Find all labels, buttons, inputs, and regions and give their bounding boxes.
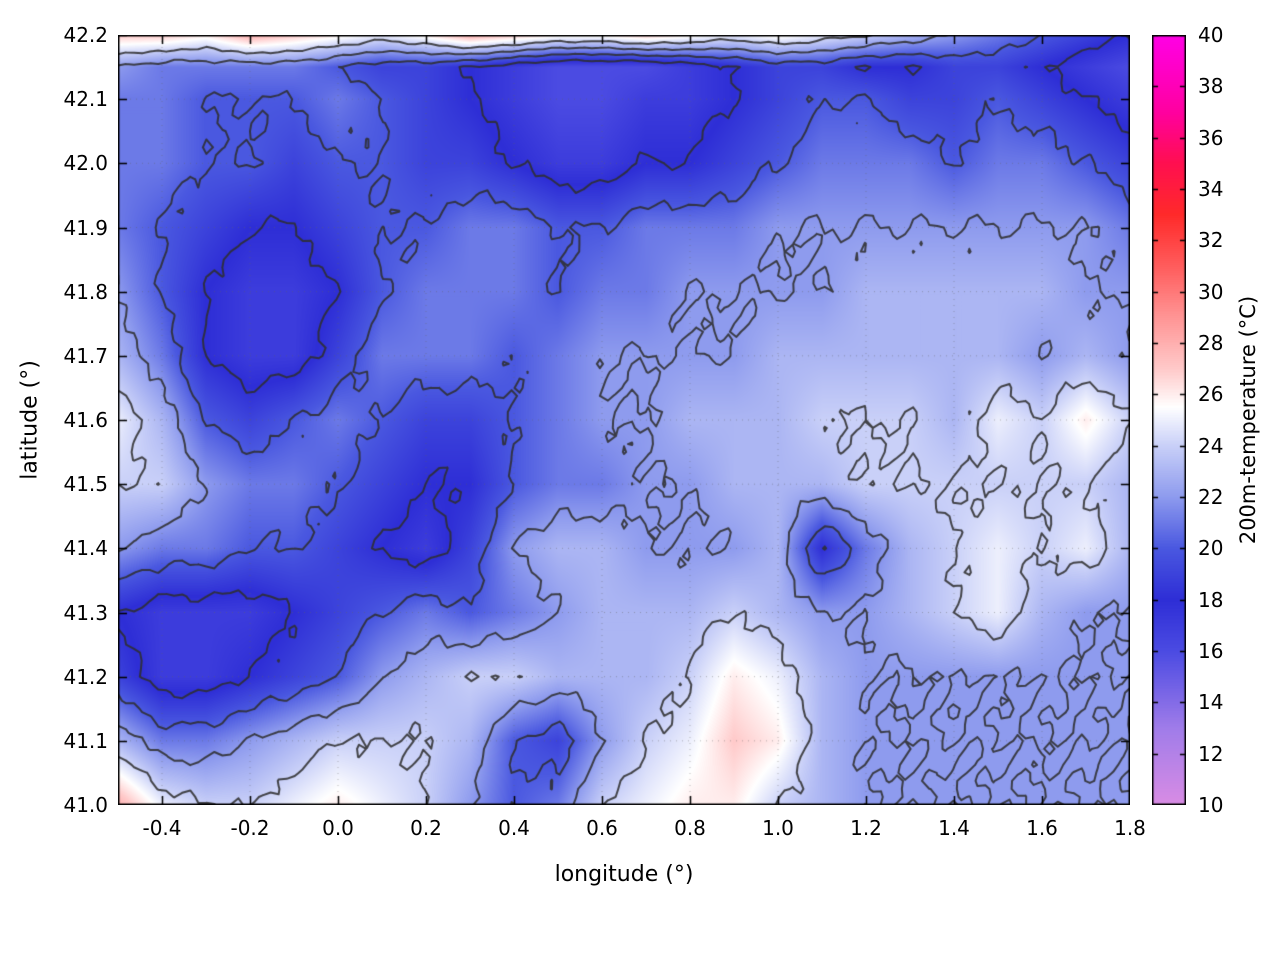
colorbar-tick-label: 16	[1198, 639, 1224, 663]
colorbar-tick-label: 10	[1198, 793, 1224, 817]
y-tick-label: 41.9	[63, 215, 108, 240]
temperature-heatmap-canvas	[118, 35, 1130, 805]
colorbar-tick-label: 38	[1198, 74, 1224, 99]
colorbar-label: 200m-temperature (°C)	[1236, 295, 1260, 545]
y-tick-label: 41.4	[63, 536, 108, 561]
x-tick-label: 1.2	[850, 816, 882, 840]
colorbar-tick-label: 40	[1198, 23, 1224, 47]
y-tick-label: 41.6	[63, 408, 108, 432]
x-tick-label: 0.4	[498, 816, 530, 840]
y-tick-label: 41.3	[63, 600, 108, 625]
x-tick-label: 0.2	[410, 816, 442, 840]
colorbar-tick-label: 32	[1198, 228, 1224, 253]
y-tick-label: 41.1	[63, 728, 108, 753]
colorbar-tick-label: 24	[1198, 433, 1224, 458]
colorbar-tick-label: 30	[1198, 279, 1224, 304]
x-tick-label: 1.6	[1026, 816, 1058, 840]
colorbar-tick-label: 14	[1198, 690, 1224, 715]
y-tick-label: 42.2	[63, 23, 108, 47]
y-tick-label: 41.5	[63, 472, 108, 497]
x-tick-label: -0.2	[230, 816, 270, 840]
x-tick-label: 0.6	[586, 816, 618, 840]
colorbar-tick-label: 20	[1198, 536, 1224, 561]
y-tick-label: 41.7	[63, 343, 108, 368]
x-tick-label: 1.0	[762, 816, 794, 840]
colorbar-tick-label: 28	[1198, 331, 1224, 355]
y-tick-label: 42.1	[63, 87, 108, 112]
x-tick-label: 1.8	[1114, 816, 1146, 840]
colorbar-tick-label: 26	[1198, 382, 1224, 407]
x-tick-label: 0.0	[322, 816, 354, 840]
x-tick-label: -0.4	[142, 816, 182, 840]
y-tick-label: 41.0	[63, 793, 108, 817]
y-tick-label: 41.2	[63, 664, 108, 689]
colorbar-gradient-canvas	[1152, 35, 1186, 805]
colorbar-tick-label: 18	[1198, 587, 1224, 612]
colorbar-tick-label: 12	[1198, 741, 1224, 766]
colorbar-tick-label: 36	[1198, 125, 1224, 150]
y-tick-label: 42.0	[63, 151, 108, 176]
colorbar-tick-label: 34	[1198, 177, 1224, 201]
colorbar-tick-label: 22	[1198, 485, 1224, 509]
y-tick-label: 41.8	[63, 279, 108, 304]
x-tick-label: 1.4	[938, 816, 970, 840]
x-tick-label: 0.8	[674, 816, 706, 840]
y-axis-label: latitude (°)	[17, 360, 43, 480]
x-axis-label: longitude (°)	[554, 862, 694, 887]
